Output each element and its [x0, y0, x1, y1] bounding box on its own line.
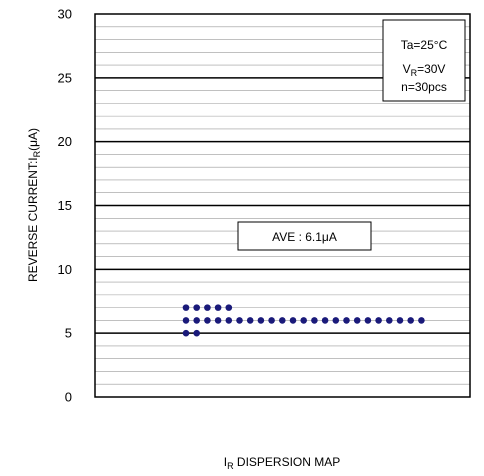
data-point: [225, 317, 233, 324]
plot-frame: [94, 13, 471, 398]
data-point: [321, 317, 329, 324]
average-box: AVE : 6.1μA: [237, 221, 372, 251]
data-point: [279, 317, 286, 324]
data-point: [386, 317, 393, 324]
data-point: [364, 317, 372, 324]
y-axis-label: REVERSE CURRENT:IR(μA): [26, 128, 42, 282]
y-tick-label: 20: [58, 134, 72, 149]
data-point: [332, 317, 340, 324]
data-point: [193, 329, 200, 337]
y-tick-label: 30: [58, 7, 72, 22]
data-point: [289, 317, 297, 324]
average-label: AVE : 6.1μA: [272, 230, 337, 244]
data-point: [236, 317, 243, 324]
data-point: [214, 317, 222, 324]
data-point: [204, 317, 211, 324]
data-point: [311, 317, 318, 324]
condition-temperature: Ta=25°C: [401, 38, 448, 52]
data-point: [418, 317, 425, 324]
data-point: [257, 317, 265, 324]
x-axis-label: IR DISPERSION MAP: [224, 455, 341, 471]
data-point: [182, 304, 190, 311]
data-point: [343, 317, 350, 324]
data-points: [182, 304, 425, 337]
data-point: [353, 317, 361, 324]
data-point: [268, 317, 275, 324]
y-tick-label: 0: [65, 390, 72, 405]
data-point: [375, 317, 382, 324]
data-point: [225, 304, 233, 311]
y-tick-label: 15: [58, 198, 72, 213]
data-point: [182, 329, 190, 337]
data-point: [246, 317, 254, 324]
y-tick-label: 5: [65, 326, 72, 341]
y-tick-label: 10: [58, 262, 72, 277]
data-point: [204, 304, 211, 311]
y-tick-labels: 0 5 10 15 20 25 30: [58, 7, 72, 405]
conditions-box: Ta=25°C VR=30V n=30pcs: [382, 19, 466, 102]
data-point: [396, 317, 404, 324]
condition-voltage: VR=30V: [403, 62, 446, 78]
data-point: [300, 317, 308, 324]
data-point: [407, 317, 415, 324]
data-point: [193, 304, 200, 311]
y-tick-label: 25: [58, 70, 72, 85]
data-point: [214, 304, 222, 311]
condition-sample-count: n=30pcs: [401, 80, 447, 94]
data-point: [193, 317, 200, 324]
data-point: [182, 317, 190, 324]
